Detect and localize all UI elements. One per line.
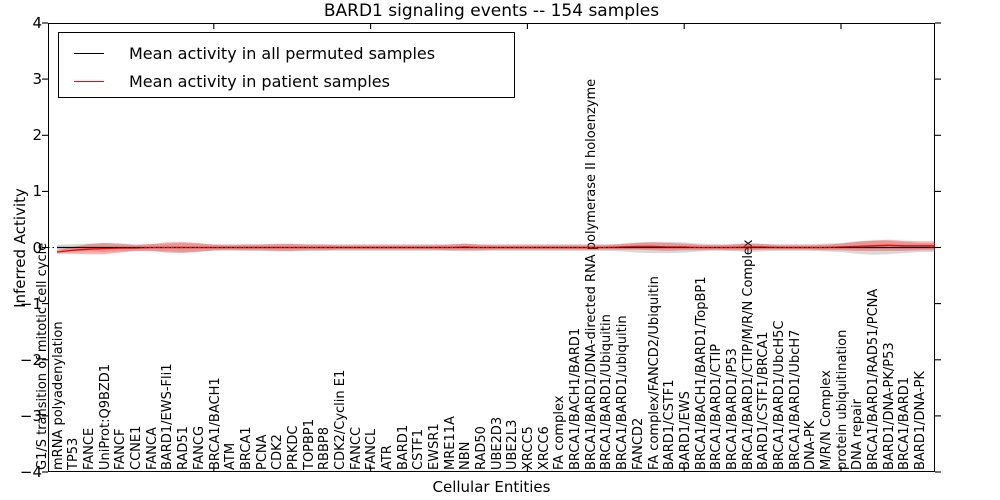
x-tick-label: M/R/N Complex [819,370,834,470]
x-tick-label: NBN [458,441,474,470]
legend-line-swatch [74,80,104,82]
x-tick-label: BRCA1/BARD1/CTIP/M/R/N Complex [740,239,756,470]
x-tick-label: FANCC [348,426,364,470]
y-tick-label: 2 [32,126,42,145]
y-tick-label: −4 [19,463,42,481]
x-tick-label: UBE2L3 [505,419,521,470]
x-tick-label: RAD51 [176,426,192,470]
x-tick-label: DNA repair [850,399,866,470]
x-tick-label: FANCA [144,427,160,470]
y-tick-label: −2 [19,350,42,369]
y-tick-label: −3 [19,406,42,425]
x-tick-label: BRCA1/BACH1/BARD1/TopBP1 [693,276,709,470]
y-tick-label: −1 [19,294,42,313]
x-tick-label: BRCA1/BARD1/ubiquitin [615,315,631,470]
y-tick-label: 0 [32,238,42,257]
x-tick-label: DNA-PK [803,420,819,470]
x-tick-label: PCNA [254,434,270,470]
x-tick-label: mRNA polyadenylation [50,321,66,470]
legend: Mean activity in all permuted samples Mea… [58,32,515,98]
x-tick-label: FA complex [552,395,568,470]
x-tick-label: EWSR1 [427,423,442,470]
x-tick-label: BARD1/DNA-PK/P53 [881,342,897,470]
x-tick-label: FANCG [191,425,207,470]
x-tick-label: BRCA1/BARD1 [897,376,913,470]
x-tick-label: RBBP8 [317,427,333,470]
x-tick-label: FA complex/FANCD2/Ubiquitin [646,276,662,470]
x-tick-label: RAD50 [474,426,489,470]
y-tick-label: 3 [32,70,42,89]
x-tick-label: CDK2/Cyclin E1 [332,369,348,470]
x-tick-label: BARD1/CSTF1/BRCA1 [756,331,772,470]
x-tick-label: BRCA1/BARD1/RAD51/PCNA [866,288,881,470]
x-tick-label: PRKDC [285,425,301,470]
x-tick-label: BRCA1/BARD1/Ubiquitin [599,314,615,470]
y-tick-label: 1 [32,182,42,201]
x-tick-label: FANCE [82,427,97,470]
legend-item: Mean activity in all permuted samples [59,39,514,67]
x-tick-label: CDK2 [270,434,286,470]
x-tick-label: ATM [223,442,239,470]
x-tick-label: BARD1 [395,424,411,470]
x-tick-label: ATR [379,445,395,470]
legend-line-swatch [74,52,104,54]
x-tick-label: BRCA1 [238,426,254,470]
x-tick-label: XRCC5 [521,426,536,470]
x-tick-label: FANCD2 [630,417,646,470]
x-tick-label: BRCA1/BARD1/CTIP [709,343,725,470]
x-tick-label: BRCA1/BARD1/P53 [724,348,740,470]
x-tick-label: BRCA1/BARD1/UbcH7 [787,329,803,470]
x-tick-label: BARD1/EWS-Fli1 [160,363,176,471]
x-tick-label: FANCL [364,428,380,470]
x-tick-label: BRCA1/BARD1/DNA-directed RNA polymerase … [583,78,599,470]
x-tick-label: XRCC6 [536,426,552,470]
x-tick-label: MRE11A [442,416,458,470]
legend-item-label: Mean activity in all permuted samples [129,43,436,63]
x-tick-label: CCNE1 [129,425,145,470]
x-tick-label: BRCA1/BARD1/UbcH5C [771,320,787,470]
x-tick-label: TOPBP1 [301,418,317,470]
y-tick-label: 4 [32,14,42,32]
x-tick-label: BARD1/CSTF1 [662,379,678,470]
x-tick-label: FANCF [113,428,129,470]
x-tick-label: BRCA1/BACH1/BARD1 [568,327,584,470]
x-tick-label: UniProt:Q9BZD1 [97,363,113,470]
legend-item-label: Mean activity in patient samples [129,71,390,91]
x-tick-label: CSTF1 [411,428,427,470]
x-axis-title: Cellular Entities [432,478,551,496]
x-tick-label: TP53 [66,437,82,470]
legend-item: Mean activity in patient samples [59,67,514,95]
chart-title: BARD1 signaling events -- 154 samples [323,1,660,21]
x-tick-label: UBE2D3 [489,416,505,470]
x-tick-label: protein ubiquitination [834,329,850,470]
x-tick-label: BARD1/DNA-PK [913,371,928,470]
x-tick-label: BRCA1/BACH1 [207,377,223,470]
x-tick-label: BARD1/EWS [677,391,693,470]
